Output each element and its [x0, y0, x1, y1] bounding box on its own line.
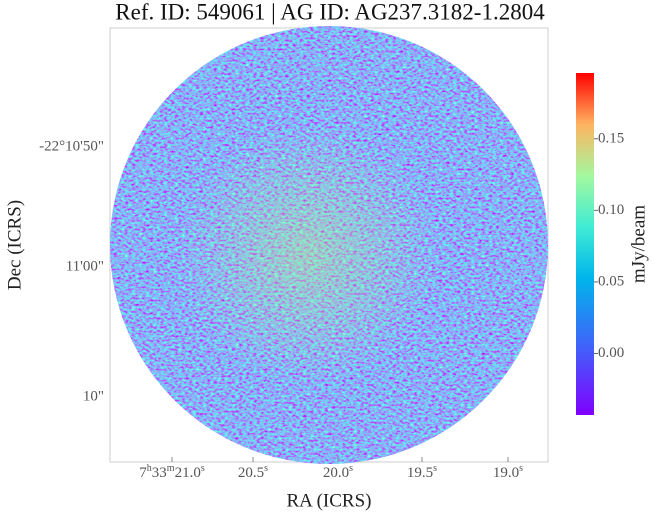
tick-value: 33: [152, 465, 167, 481]
x-tick-label: 20.5s: [238, 463, 268, 482]
tick-value: 19.5: [407, 465, 433, 481]
tick-value: 19.0: [493, 465, 519, 481]
tick-unit: s: [349, 463, 353, 474]
x-tick-label: 19.5s: [407, 463, 437, 482]
tick-unit: h: [147, 463, 152, 474]
colorbar-tick-label: 0.00: [598, 345, 624, 361]
x-axis-label: RA (ICRS): [287, 490, 372, 511]
y-tick-label: 11'00": [66, 258, 104, 274]
x-tick-label: 7h33m21.0s: [139, 463, 205, 482]
tick-value: 20.0: [323, 465, 349, 481]
tick-unit: s: [264, 463, 268, 474]
x-tick-label: 19.0s: [493, 463, 523, 482]
y-axis-label: Dec (ICRS): [4, 200, 25, 290]
x-tick-label: 20.0s: [323, 463, 353, 482]
chart-title: Ref. ID: 549061 | AG ID: AG237.3182-1.28…: [115, 0, 545, 24]
tick-value: 20.5: [238, 465, 264, 481]
source-emission: [110, 26, 548, 464]
tick-unit: m: [167, 463, 175, 474]
tick-value: 21.0: [175, 465, 201, 481]
colorbar-tick-label: 0.10: [598, 202, 624, 218]
tick-unit: s: [433, 463, 437, 474]
tick-unit: s: [519, 463, 523, 474]
colorbar: [576, 73, 594, 415]
colorbar-label: mJy/beam: [628, 205, 649, 283]
tick-value: 7: [139, 465, 147, 481]
y-tick-label: -22°10'50": [39, 138, 104, 154]
colorbar-tick-label: 0.15: [598, 130, 624, 146]
sky-image: [110, 26, 548, 464]
colorbar-tick-label: 0.05: [598, 273, 624, 289]
tick-unit: s: [201, 463, 205, 474]
y-tick-label: 10": [83, 388, 104, 404]
